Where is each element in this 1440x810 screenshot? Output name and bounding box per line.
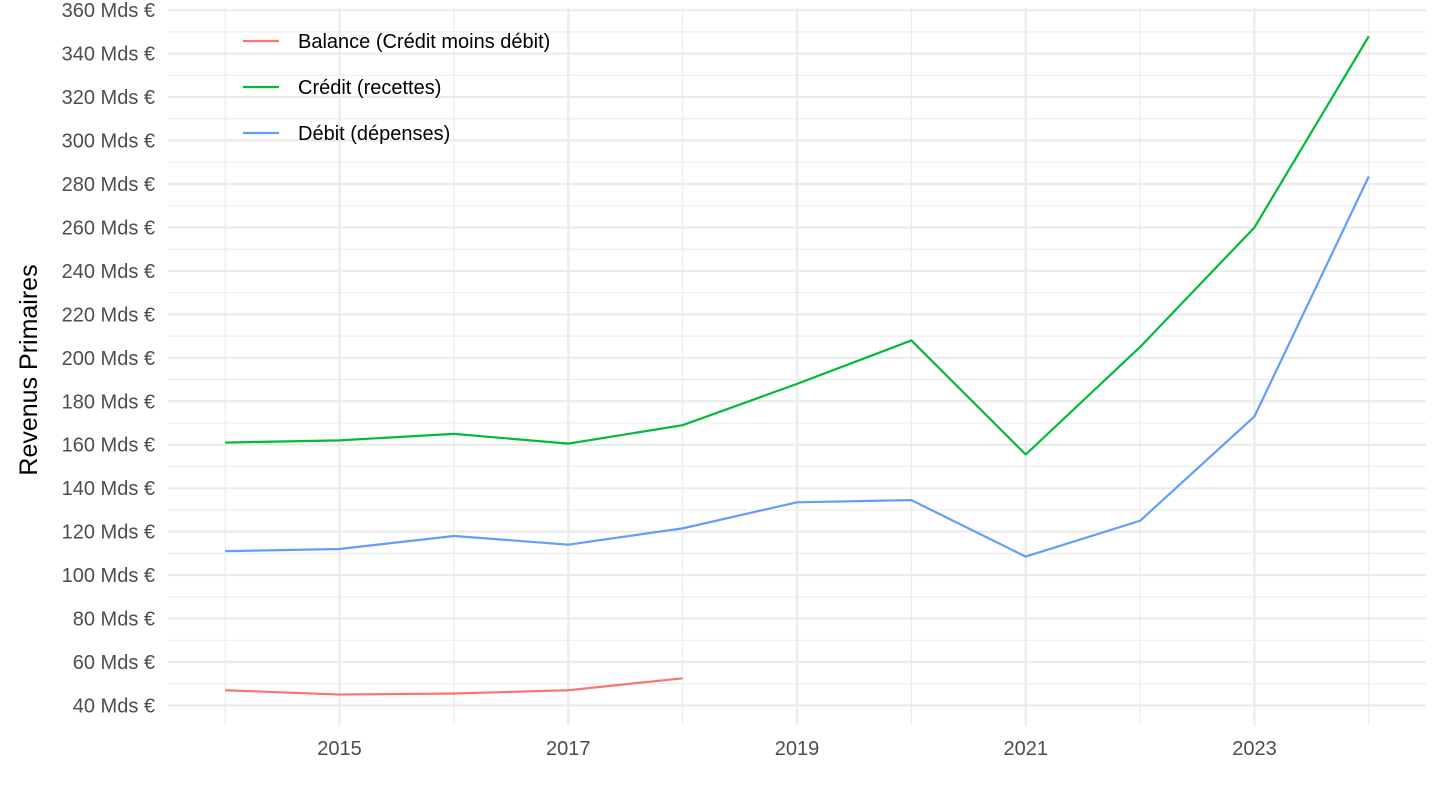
y-tick-label: 200 Mds € [62, 348, 155, 370]
series-lines [225, 35, 1370, 696]
series-line-balance-cr-dit-moins-d-bit [225, 677, 683, 696]
y-tick-label: 180 Mds € [62, 391, 155, 413]
x-tick-label: 2015 [317, 738, 362, 760]
x-axis-tick-labels: 2015 2017 2019 2021 2023 [317, 738, 1276, 760]
x-tick-label: 2021 [1003, 738, 1048, 760]
major-gridlines [168, 8, 1426, 725]
legend-label: Balance (Crédit moins débit) [298, 31, 550, 53]
y-axis-title: Revenus Primaires [15, 264, 43, 475]
y-tick-label: 60 Mds € [73, 652, 155, 674]
y-tick-label: 240 Mds € [62, 261, 155, 283]
y-tick-label: 260 Mds € [62, 217, 155, 239]
legend: Balance (Crédit moins débit) Crédit (rece… [243, 31, 550, 145]
y-tick-label: 120 Mds € [62, 522, 155, 544]
x-tick-label: 2019 [775, 738, 820, 760]
y-tick-label: 40 Mds € [73, 695, 155, 717]
y-tick-label: 360 Mds € [62, 0, 155, 22]
y-tick-label: 280 Mds € [62, 174, 155, 196]
y-tick-label: 160 Mds € [62, 435, 155, 457]
y-tick-label: 220 Mds € [62, 304, 155, 326]
y-tick-label: 300 Mds € [62, 131, 155, 153]
y-tick-label: 340 Mds € [62, 44, 155, 66]
x-tick-label: 2017 [546, 738, 591, 760]
y-tick-label: 320 Mds € [62, 87, 155, 109]
series-line-cr-dit-recettes [225, 35, 1370, 456]
x-tick-label: 2023 [1232, 738, 1277, 760]
series-line-d-bit-d-penses [225, 175, 1370, 558]
legend-label: Débit (dépenses) [298, 123, 450, 145]
y-axis-tick-labels: 40 Mds € 60 Mds € 80 Mds € 100 Mds € 120 Mds… [62, 0, 155, 717]
y-tick-label: 140 Mds € [62, 478, 155, 500]
legend-label: Crédit (recettes) [298, 77, 441, 99]
y-tick-label: 80 Mds € [73, 609, 155, 631]
y-tick-label: 100 Mds € [62, 565, 155, 587]
